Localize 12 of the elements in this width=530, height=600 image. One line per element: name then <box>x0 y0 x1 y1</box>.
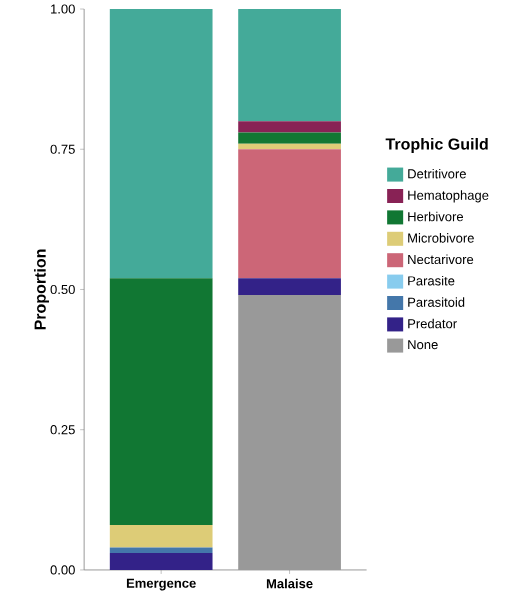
bar <box>237 278 341 296</box>
bar <box>237 121 341 133</box>
bar <box>109 525 213 548</box>
bar <box>237 9 341 122</box>
bar <box>109 278 213 526</box>
legend-title: Trophic Guild <box>385 137 488 153</box>
y-axis-title: Proportion <box>33 249 49 330</box>
bar <box>109 9 213 279</box>
bar <box>109 553 213 570</box>
bar <box>237 149 341 279</box>
bar <box>237 295 341 570</box>
bar <box>237 132 341 144</box>
